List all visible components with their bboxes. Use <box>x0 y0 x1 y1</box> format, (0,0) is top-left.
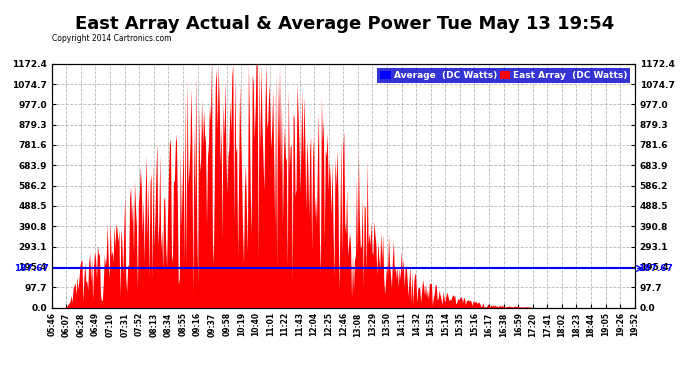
Text: 187.67: 187.67 <box>638 264 673 273</box>
Text: East Array Actual & Average Power Tue May 13 19:54: East Array Actual & Average Power Tue Ma… <box>75 15 615 33</box>
Text: Copyright 2014 Cartronics.com: Copyright 2014 Cartronics.com <box>52 34 171 43</box>
Legend: Average  (DC Watts), East Array  (DC Watts): Average (DC Watts), East Array (DC Watts… <box>377 68 630 82</box>
Text: 187.67: 187.67 <box>14 264 49 273</box>
